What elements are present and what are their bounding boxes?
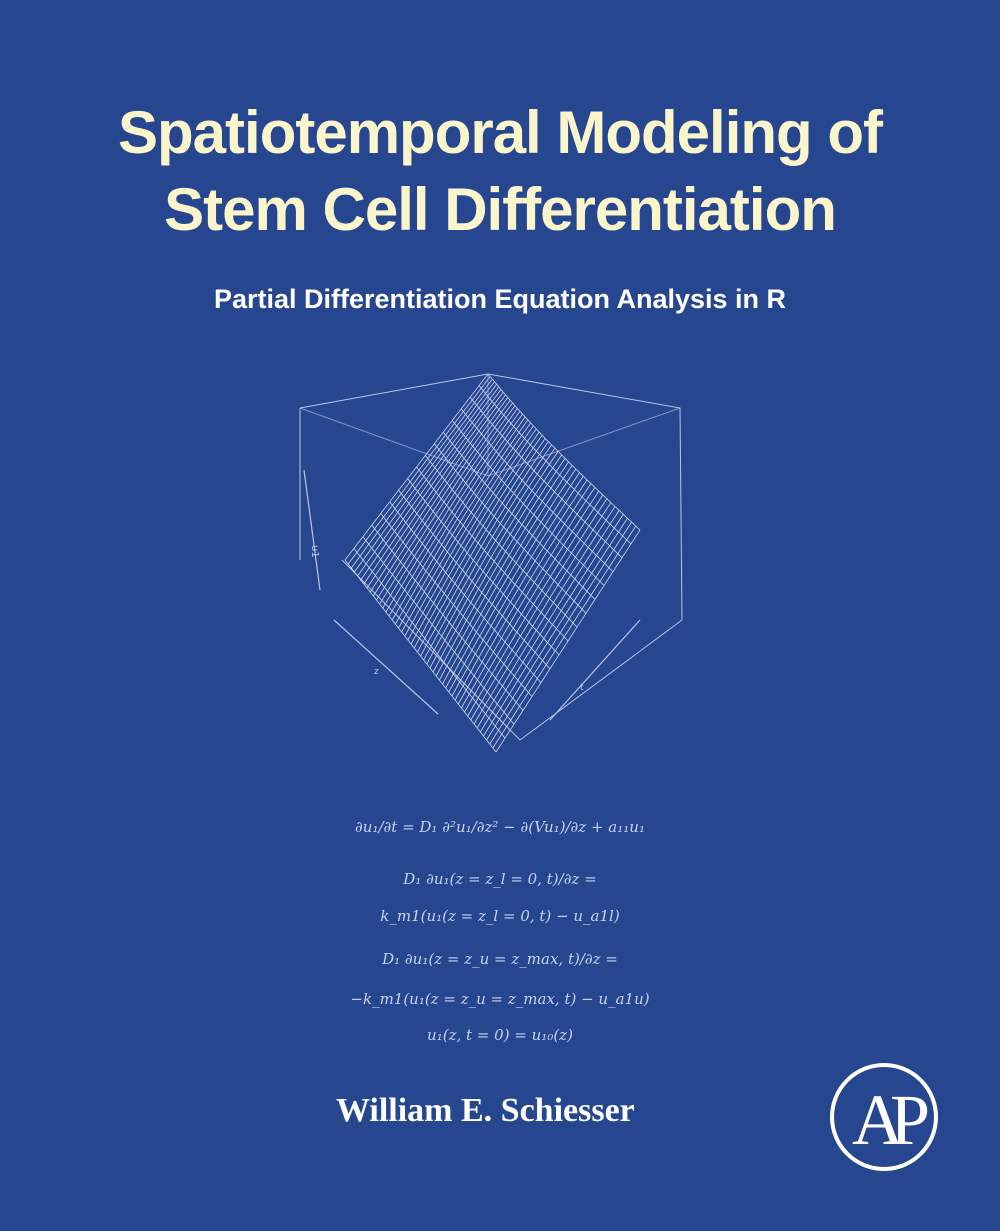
title-line-1: Spatiotemporal Modeling of bbox=[118, 99, 883, 166]
plot-box-back bbox=[299, 373, 683, 621]
mesh-line-u bbox=[470, 498, 608, 721]
bc1-lhs-equation: D₁ ∂u₁(z = z_l = 0, t)/∂z = bbox=[403, 870, 597, 888]
bc1-rhs-equation: k_m1(u₁(z = z_l = 0, t) − u_a1l) bbox=[380, 907, 620, 925]
surface-mesh bbox=[344, 373, 641, 753]
mesh-line-v bbox=[460, 408, 614, 572]
mesh-line-v bbox=[469, 397, 623, 559]
mesh-line-v bbox=[425, 455, 578, 628]
mesh-line-u bbox=[407, 428, 537, 641]
mesh-line-u bbox=[445, 468, 577, 689]
mesh-line-v bbox=[478, 385, 632, 545]
z-axis-arrow bbox=[333, 619, 439, 715]
bc2-rhs-equation: −k_m1(u₁(z = z_u = z_max, t) − u_a1u) bbox=[350, 990, 650, 1008]
mesh-line-u bbox=[439, 461, 569, 681]
u1-axis-label: u1 bbox=[309, 545, 320, 558]
mesh-line-u bbox=[366, 391, 504, 589]
mesh-line-u bbox=[363, 389, 502, 585]
subtitle: Partial Differentiation Equation Analysi… bbox=[213, 284, 787, 314]
z-axis-label: z bbox=[374, 667, 379, 677]
mesh-line-v bbox=[344, 559, 497, 753]
u1-axis-arrow bbox=[303, 469, 321, 591]
pde-equation: ∂u₁/∂t = D₁ ∂²u₁/∂z² − ∂(Vu₁)/∂z + a₁₁u₁ bbox=[355, 818, 645, 836]
t-axis-arrow bbox=[549, 619, 641, 721]
mesh-line-v bbox=[442, 431, 596, 600]
mesh-line-v bbox=[487, 373, 641, 531]
mesh-line-u bbox=[432, 454, 562, 673]
plot-box-edge bbox=[299, 407, 489, 477]
mesh-line-v bbox=[407, 478, 560, 656]
mesh-line-u bbox=[442, 465, 573, 685]
logo-ring bbox=[830, 1063, 938, 1171]
mesh-line-v bbox=[380, 513, 533, 697]
plot-box-edge bbox=[487, 407, 681, 477]
title-line-2: Stem Cell Differentiation bbox=[164, 176, 837, 243]
mesh-line-v bbox=[362, 536, 515, 725]
logo-letters: AP bbox=[852, 1080, 928, 1160]
mesh-line-v bbox=[353, 548, 506, 739]
publisher-logo: AP bbox=[830, 1063, 942, 1171]
mesh-line-v bbox=[434, 443, 587, 614]
plot-box-front bbox=[341, 559, 683, 741]
mesh-line-v bbox=[398, 490, 551, 670]
mesh-line-v bbox=[371, 524, 524, 711]
bc2-lhs-equation: D₁ ∂u₁(z = z_u = z_max, t)/∂z = bbox=[382, 950, 618, 968]
t-axis-label: t bbox=[580, 683, 584, 693]
mesh-line-v bbox=[416, 466, 569, 642]
surface-plot: u1 z t bbox=[299, 373, 683, 753]
mesh-line-v bbox=[451, 420, 605, 586]
ic-equation: u₁(z, t = 0) = u₁₀(z) bbox=[427, 1026, 573, 1044]
mesh-line-v bbox=[389, 501, 542, 683]
mesh-line-u bbox=[388, 410, 521, 617]
author-name: William E. Schiesser bbox=[336, 1092, 635, 1129]
mesh-line-u bbox=[464, 490, 600, 713]
mesh-line-u bbox=[454, 479, 588, 701]
